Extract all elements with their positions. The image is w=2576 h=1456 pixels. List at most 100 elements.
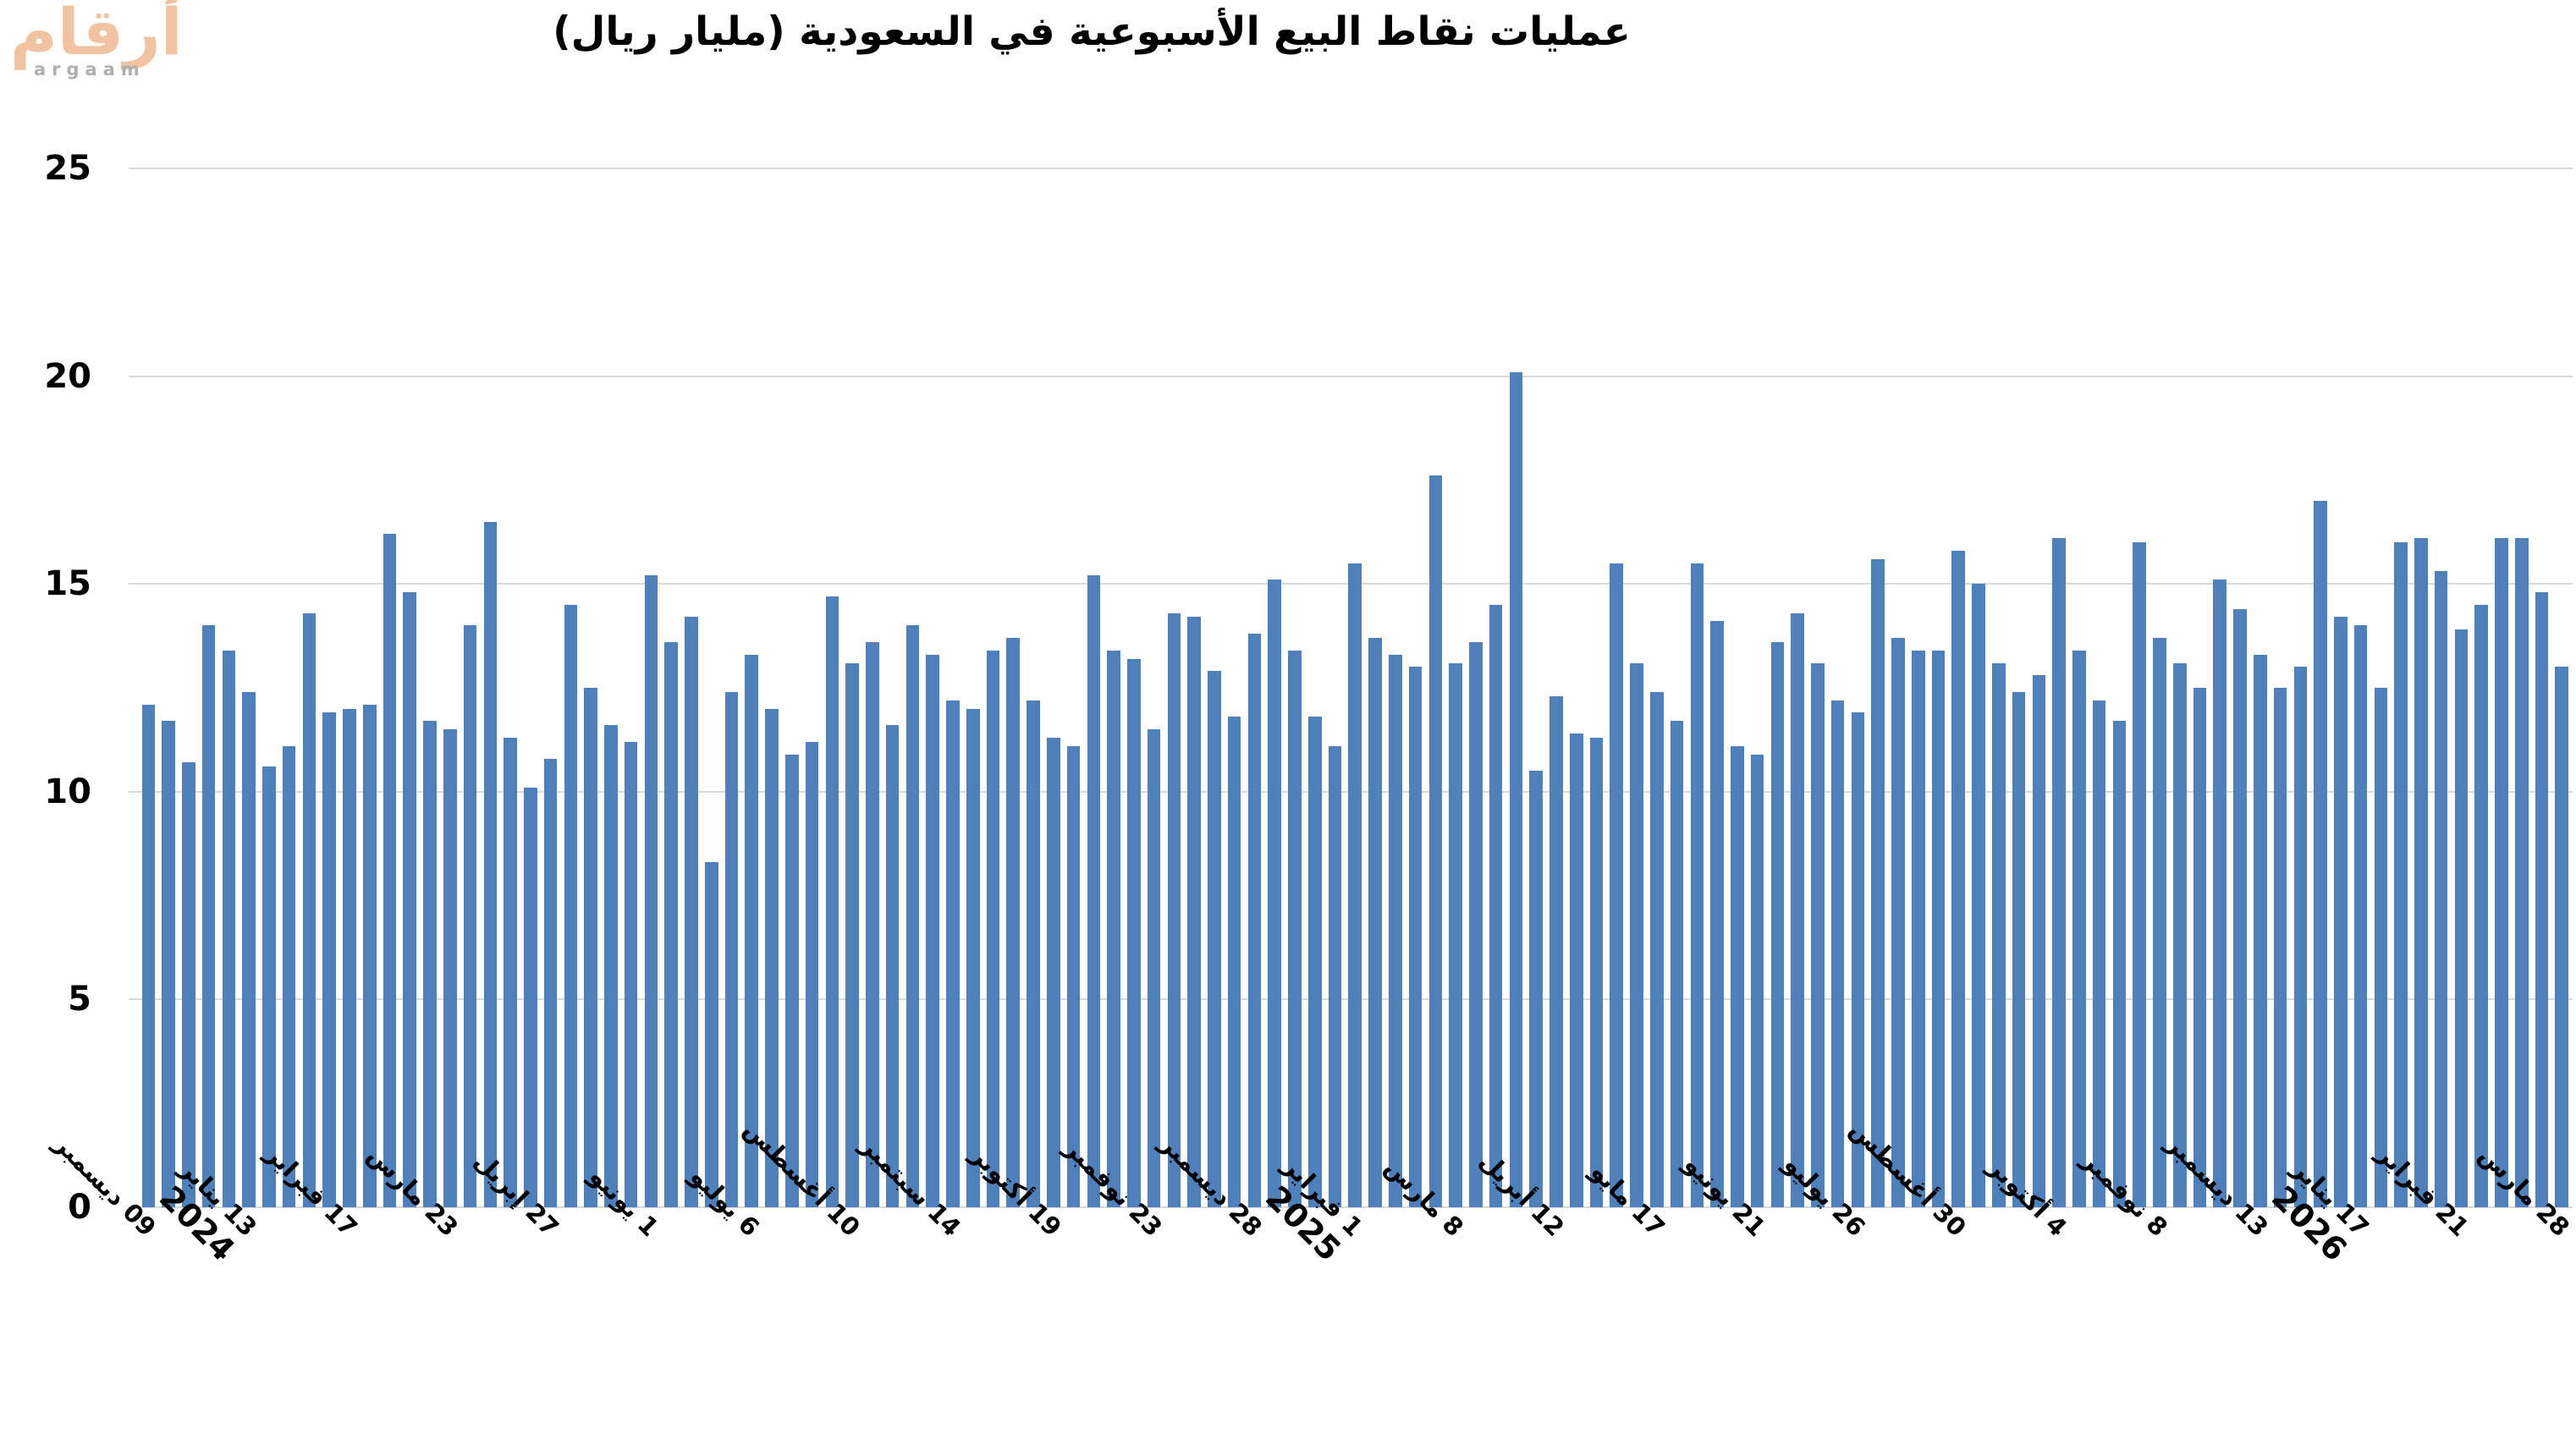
bar-week-15 <box>443 729 457 1207</box>
bar-week-115 <box>2454 629 2469 1207</box>
bar-week-107 <box>2293 667 2308 1207</box>
bar-week-43 <box>1006 638 1021 1207</box>
bar-week-72 <box>1589 737 1604 1207</box>
argaam-logo: أرقام argaam <box>10 0 184 95</box>
bar-week-87 <box>1891 638 1905 1207</box>
bar-week-29 <box>724 691 739 1207</box>
bar-week-41 <box>966 708 980 1207</box>
y-axis-label-25: 25 <box>44 149 91 188</box>
bar-week-38 <box>905 625 920 1207</box>
bar-week-8 <box>302 613 316 1207</box>
argaam-logo-latin: argaam <box>34 59 146 80</box>
bar-week-53 <box>1208 671 1221 1207</box>
bar-week-86 <box>1871 558 1885 1207</box>
bar-week-47 <box>1087 575 1101 1207</box>
bar-week-82 <box>1791 613 1804 1207</box>
bar-week-113 <box>2414 538 2428 1207</box>
gridline-y-0 <box>129 1206 2573 1208</box>
bar-week-13 <box>403 592 417 1207</box>
bar-week-37 <box>885 725 900 1207</box>
chart-title: عمليات نقاط البيع الأسبوعية في السعودية … <box>553 8 1631 55</box>
bar-week-68 <box>1509 371 1523 1207</box>
bar-week-17 <box>483 521 498 1207</box>
bar-week-90 <box>1951 550 1966 1207</box>
bar-week-108 <box>2314 500 2327 1207</box>
bar-week-58 <box>1307 717 1322 1207</box>
bar-week-120 <box>2555 667 2569 1207</box>
bar-week-110 <box>2353 625 2368 1207</box>
bar-week-11 <box>362 704 377 1207</box>
bar-week-114 <box>2434 571 2448 1207</box>
bar-week-5 <box>242 691 256 1207</box>
bar-week-80 <box>1750 754 1764 1207</box>
bar-week-95 <box>2052 538 2066 1207</box>
bar-week-23 <box>604 725 618 1207</box>
bar-week-27 <box>685 617 698 1207</box>
bar-week-49 <box>1127 658 1141 1207</box>
bar-week-99 <box>2133 542 2146 1207</box>
bar-week-81 <box>1770 641 1785 1207</box>
bar-week-93 <box>2012 691 2026 1207</box>
bar-week-94 <box>2032 675 2046 1207</box>
bar-week-50 <box>1147 729 1161 1207</box>
bar-week-25 <box>644 575 658 1207</box>
bar-week-74 <box>1630 662 1643 1207</box>
bar-week-91 <box>1972 584 1985 1207</box>
bar-week-21 <box>564 604 578 1207</box>
bar-week-36 <box>866 641 879 1207</box>
bar-week-33 <box>805 741 819 1207</box>
bar-week-24 <box>624 741 638 1207</box>
bar-week-22 <box>584 688 597 1207</box>
bar-week-0 <box>141 704 156 1207</box>
bar-week-42 <box>986 650 1000 1207</box>
bar-week-59 <box>1328 745 1342 1207</box>
bar-week-70 <box>1549 695 1563 1207</box>
bar-week-79 <box>1731 745 1744 1207</box>
bar-week-85 <box>1851 712 1865 1207</box>
gridline-y-20 <box>129 375 2573 377</box>
bar-week-2 <box>182 762 195 1207</box>
y-axis-label-10: 10 <box>44 772 91 811</box>
bar-week-64 <box>1428 475 1443 1207</box>
bar-week-39 <box>926 654 939 1207</box>
bar-week-67 <box>1489 604 1503 1207</box>
bar-week-96 <box>2072 650 2086 1207</box>
bar-week-57 <box>1288 650 1302 1207</box>
bar-week-84 <box>1830 700 1845 1207</box>
y-axis-label-15: 15 <box>44 564 91 604</box>
bar-week-4 <box>222 650 236 1207</box>
bar-week-105 <box>2253 654 2267 1207</box>
bar-week-31 <box>765 708 779 1207</box>
bar-week-92 <box>1992 662 2006 1207</box>
bar-week-12 <box>383 534 397 1207</box>
bar-week-26 <box>664 641 679 1207</box>
bar-week-35 <box>845 662 859 1207</box>
bar-week-55 <box>1247 634 1262 1207</box>
argaam-logo-arabic: أرقام <box>10 0 184 69</box>
y-axis-label-5: 5 <box>68 980 91 1019</box>
bar-week-32 <box>785 754 799 1207</box>
bar-week-40 <box>946 700 960 1207</box>
bar-week-48 <box>1107 650 1120 1207</box>
bar-week-88 <box>1911 650 1925 1207</box>
bar-week-6 <box>262 766 276 1207</box>
bar-week-100 <box>2153 638 2166 1207</box>
bar-week-109 <box>2334 617 2348 1207</box>
bar-week-28 <box>704 862 718 1207</box>
x-axis-tick-24: 28 مارس <box>2321 1140 2575 1250</box>
bar-week-54 <box>1227 717 1241 1207</box>
bar-week-103 <box>2213 580 2227 1207</box>
bar-week-62 <box>1389 654 1402 1207</box>
y-axis-label-0: 0 <box>68 1188 91 1227</box>
bar-week-3 <box>201 625 216 1207</box>
bar-week-89 <box>1931 650 1946 1207</box>
bar-week-75 <box>1649 691 1664 1207</box>
gridline-y-25 <box>129 168 2573 169</box>
bar-week-16 <box>463 625 477 1207</box>
bar-week-73 <box>1610 563 1624 1207</box>
bar-week-56 <box>1268 580 1282 1207</box>
bar-week-111 <box>2374 688 2388 1207</box>
bar-week-98 <box>2112 721 2127 1207</box>
bar-week-102 <box>2193 688 2207 1207</box>
